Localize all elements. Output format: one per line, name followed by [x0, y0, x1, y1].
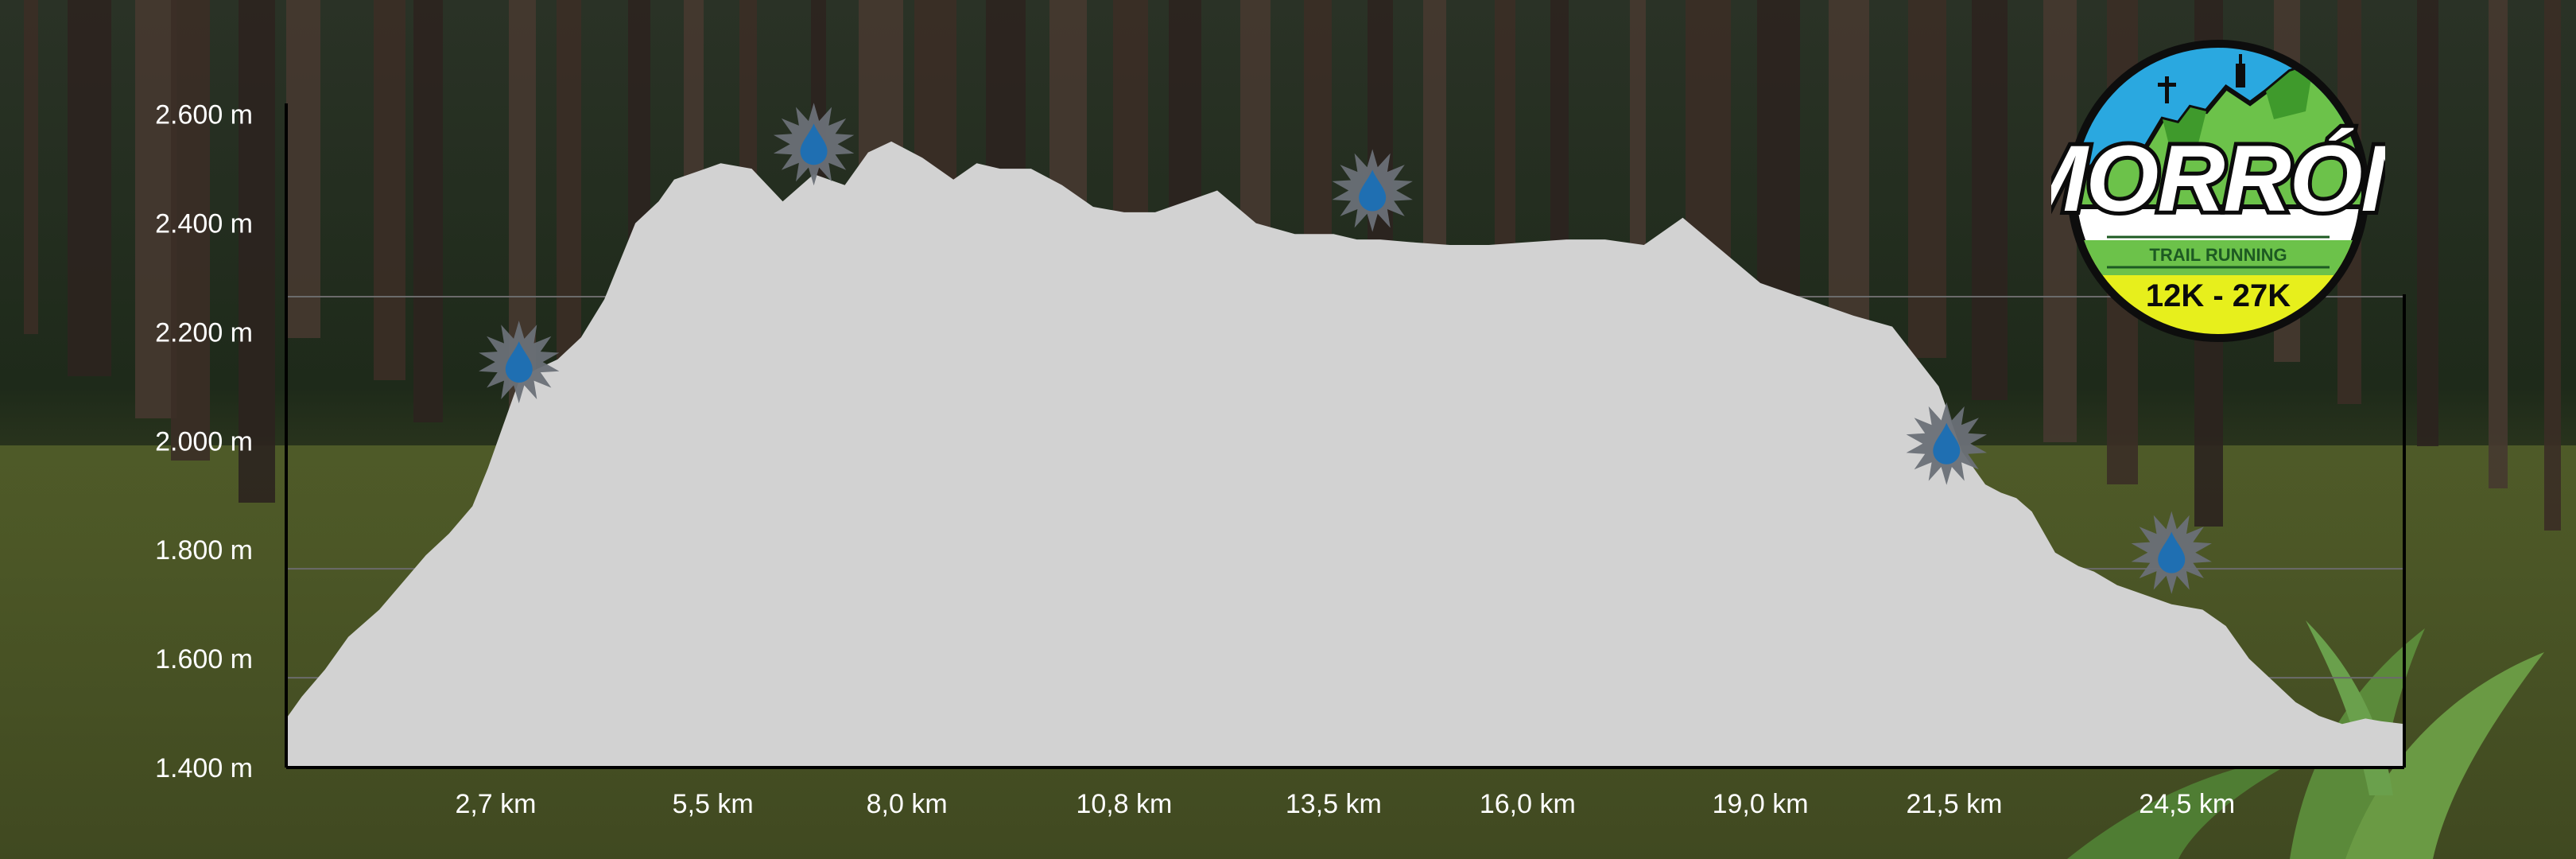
y-tick-label: 2.000 m: [155, 426, 253, 457]
x-tick-label: 10,8 km: [1076, 789, 1172, 819]
elevation-area: [286, 141, 2404, 768]
water-drop-icon: [505, 341, 533, 383]
y-tick-label: 1.400 m: [155, 753, 253, 783]
logo-title: MORRÓN: [2051, 126, 2385, 231]
water-station-marker: [2131, 511, 2212, 594]
water-drop-icon: [1359, 169, 1387, 212]
tree-trunk: [2417, 0, 2438, 446]
water-drop-icon: [2158, 531, 2186, 573]
x-tick-label: 8,0 km: [867, 789, 948, 819]
tree-trunk: [2544, 0, 2561, 531]
chapel-icon: [2236, 54, 2245, 87]
logo-distances: 12K - 27K: [2146, 278, 2291, 313]
tree-trunk: [24, 0, 38, 334]
x-tick-label: 2,7 km: [455, 789, 536, 819]
tree-trunk: [413, 0, 443, 422]
y-axis-labels: 1.400 m 1.600 m 1.800 m 2.000 m 2.200 m 2.400…: [155, 100, 253, 783]
tree-trunk: [2489, 0, 2508, 488]
logo-subtitle: TRAIL RUNNING: [2149, 245, 2287, 265]
cross-icon: [2158, 76, 2176, 103]
y-tick-label: 1.600 m: [155, 644, 253, 674]
y-tick-label: 2.400 m: [155, 209, 253, 239]
y-tick-label: 2.200 m: [155, 317, 253, 348]
water-drop-icon: [1933, 422, 1961, 464]
tree-trunk: [239, 0, 275, 503]
x-tick-label: 13,5 km: [1286, 789, 1382, 819]
tree-trunk: [286, 0, 320, 338]
water-station-marker: [1906, 402, 1987, 485]
tree-trunk: [1908, 0, 1946, 358]
x-tick-label: 21,5 km: [1907, 789, 2003, 819]
tree-trunk: [374, 0, 405, 380]
tree-trunk: [171, 0, 210, 461]
y-tick-label: 1.800 m: [155, 535, 253, 566]
tree-trunk: [1972, 0, 2008, 400]
x-axis-labels: 2,7 km 5,5 km 8,0 km 10,8 km 13,5 km 16,0 km 1…: [455, 789, 2235, 819]
x-tick-label: 16,0 km: [1480, 789, 1576, 819]
water-drop-icon: [800, 123, 828, 165]
morron-logo: MORRÓN TRAIL RUNNING 12K - 27K: [2051, 40, 2385, 342]
axes: [285, 103, 2406, 769]
x-tick-label: 5,5 km: [673, 789, 754, 819]
y-tick-label: 2.600 m: [155, 100, 253, 130]
tree-trunk: [68, 0, 111, 376]
x-tick-label: 19,0 km: [1713, 789, 1809, 819]
tree-trunk: [135, 0, 177, 418]
water-station-marker: [479, 321, 560, 404]
water-station-marker: [773, 103, 855, 186]
water-station-marker: [1332, 149, 1413, 232]
water-stations: [479, 103, 2212, 594]
x-tick-label: 24,5 km: [2139, 789, 2235, 819]
